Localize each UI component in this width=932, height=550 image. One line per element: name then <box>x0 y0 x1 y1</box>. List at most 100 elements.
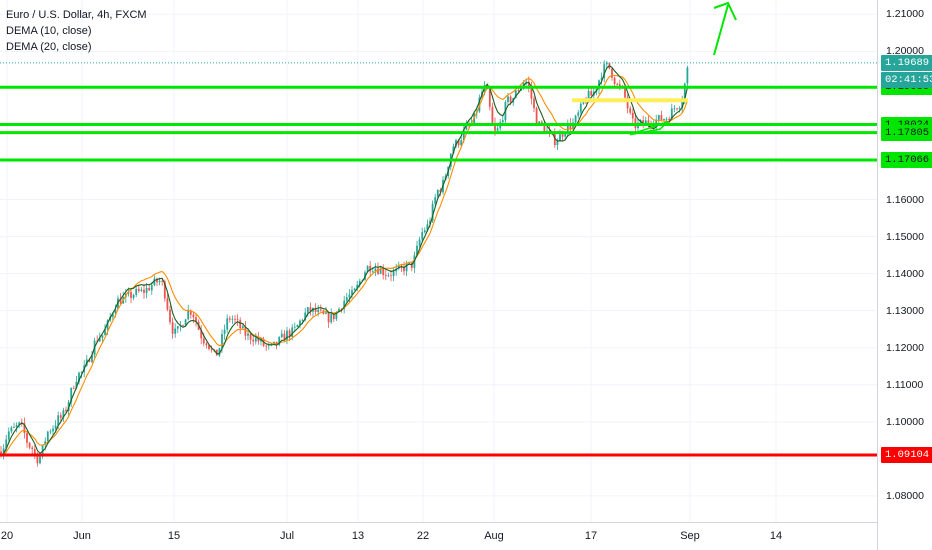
candle-body <box>114 309 117 314</box>
candle-body <box>613 77 616 84</box>
candle-body <box>603 64 606 79</box>
candle-body <box>491 106 494 124</box>
candle-body <box>353 288 356 291</box>
x-tick-label: 20 <box>0 530 14 542</box>
candle-body <box>590 91 593 96</box>
candle-body <box>374 268 377 272</box>
candle-body <box>462 129 465 141</box>
candle-body <box>59 415 62 418</box>
up-arrow-head <box>713 1 737 21</box>
candle-body <box>210 348 213 350</box>
candle-body <box>569 123 572 129</box>
candle-body <box>171 322 174 334</box>
symbol-title[interactable]: Euro / U.S. Dollar, 4h, FXCM <box>6 9 147 21</box>
candle-body <box>527 81 530 87</box>
candle-body <box>176 326 179 329</box>
x-tick-label: Jul <box>279 530 295 542</box>
candle-body <box>111 313 114 317</box>
candle-body <box>31 447 34 450</box>
candle-body <box>330 314 333 323</box>
candle-body <box>200 329 203 339</box>
candle-body <box>338 308 340 313</box>
candle-body <box>382 268 385 276</box>
candle-body <box>517 90 520 92</box>
candle-body <box>283 333 286 340</box>
y-tick-label: 1.12000 <box>886 341 924 354</box>
candle-body <box>132 294 135 298</box>
indicator-dema-20[interactable]: DEMA (20, close) <box>6 41 92 53</box>
candle-body <box>488 89 491 107</box>
candle-body <box>457 140 460 146</box>
candle-body <box>195 317 197 322</box>
candle-body <box>62 410 65 418</box>
candle-body <box>434 197 437 204</box>
candle-body <box>228 318 231 320</box>
y-tick-label: 1.15000 <box>886 230 924 243</box>
candle-body <box>306 307 309 313</box>
y-tick-label: 1.16000 <box>886 193 924 206</box>
candle-body <box>150 285 153 291</box>
candle-body <box>681 101 684 108</box>
candle-body <box>317 309 320 313</box>
candle-body <box>221 334 223 349</box>
candle-body <box>369 265 372 272</box>
candle-body <box>418 239 421 246</box>
candle-body <box>174 328 177 334</box>
dema-10-line <box>0 65 688 457</box>
candle-body <box>301 320 304 321</box>
indicator-dema-10[interactable]: DEMA (10, close) <box>6 25 92 37</box>
candle-body <box>387 275 390 277</box>
candle-body <box>140 289 143 291</box>
candle-body <box>538 121 541 125</box>
candle-body <box>130 292 132 298</box>
candle-body <box>135 288 138 295</box>
candle-body <box>522 82 525 87</box>
candle-body <box>223 329 226 335</box>
y-tick-label: 1.21000 <box>886 8 924 21</box>
candle-body <box>587 91 590 103</box>
x-tick-label: Sep <box>680 530 700 542</box>
candle-body <box>429 221 431 225</box>
candle-body <box>668 118 671 121</box>
candle-body <box>356 284 359 289</box>
dema-lines <box>0 65 688 457</box>
candle-body <box>80 372 83 373</box>
drawing-overlays <box>572 1 737 136</box>
candle-body <box>403 266 405 272</box>
candle-body <box>436 190 439 198</box>
candle-body <box>226 318 229 330</box>
x-tick-label: 13 <box>351 530 365 542</box>
candle-body <box>278 337 281 346</box>
candle-body <box>23 422 26 434</box>
candle-body <box>611 68 613 78</box>
candle-body <box>265 345 268 347</box>
candle-body <box>205 343 208 346</box>
candle-body <box>75 381 78 389</box>
candle-body <box>280 333 283 338</box>
y-tick-label: 1.08000 <box>886 489 924 502</box>
last-price-label: 1.19689 <box>881 54 932 71</box>
candle-body <box>65 410 67 412</box>
candle-body <box>626 97 629 109</box>
candle-body <box>439 190 442 193</box>
candle-body <box>7 431 10 440</box>
candle-body <box>358 281 361 285</box>
candle-body <box>241 326 244 329</box>
candle-body <box>163 281 166 299</box>
candle-body <box>166 298 169 310</box>
candle-body <box>465 124 468 130</box>
candle-body <box>683 83 686 102</box>
chart-grid <box>0 0 877 522</box>
triangle-drawing <box>629 120 669 136</box>
candle-body <box>291 327 294 337</box>
candle-body <box>530 86 533 99</box>
candle-body <box>670 108 673 121</box>
candle-body <box>117 298 119 310</box>
candle-body <box>299 320 301 326</box>
candle-body <box>314 307 317 313</box>
candle-body <box>57 415 60 426</box>
candle-body <box>15 425 18 427</box>
candle-body <box>260 339 262 342</box>
candle-body <box>72 387 75 389</box>
